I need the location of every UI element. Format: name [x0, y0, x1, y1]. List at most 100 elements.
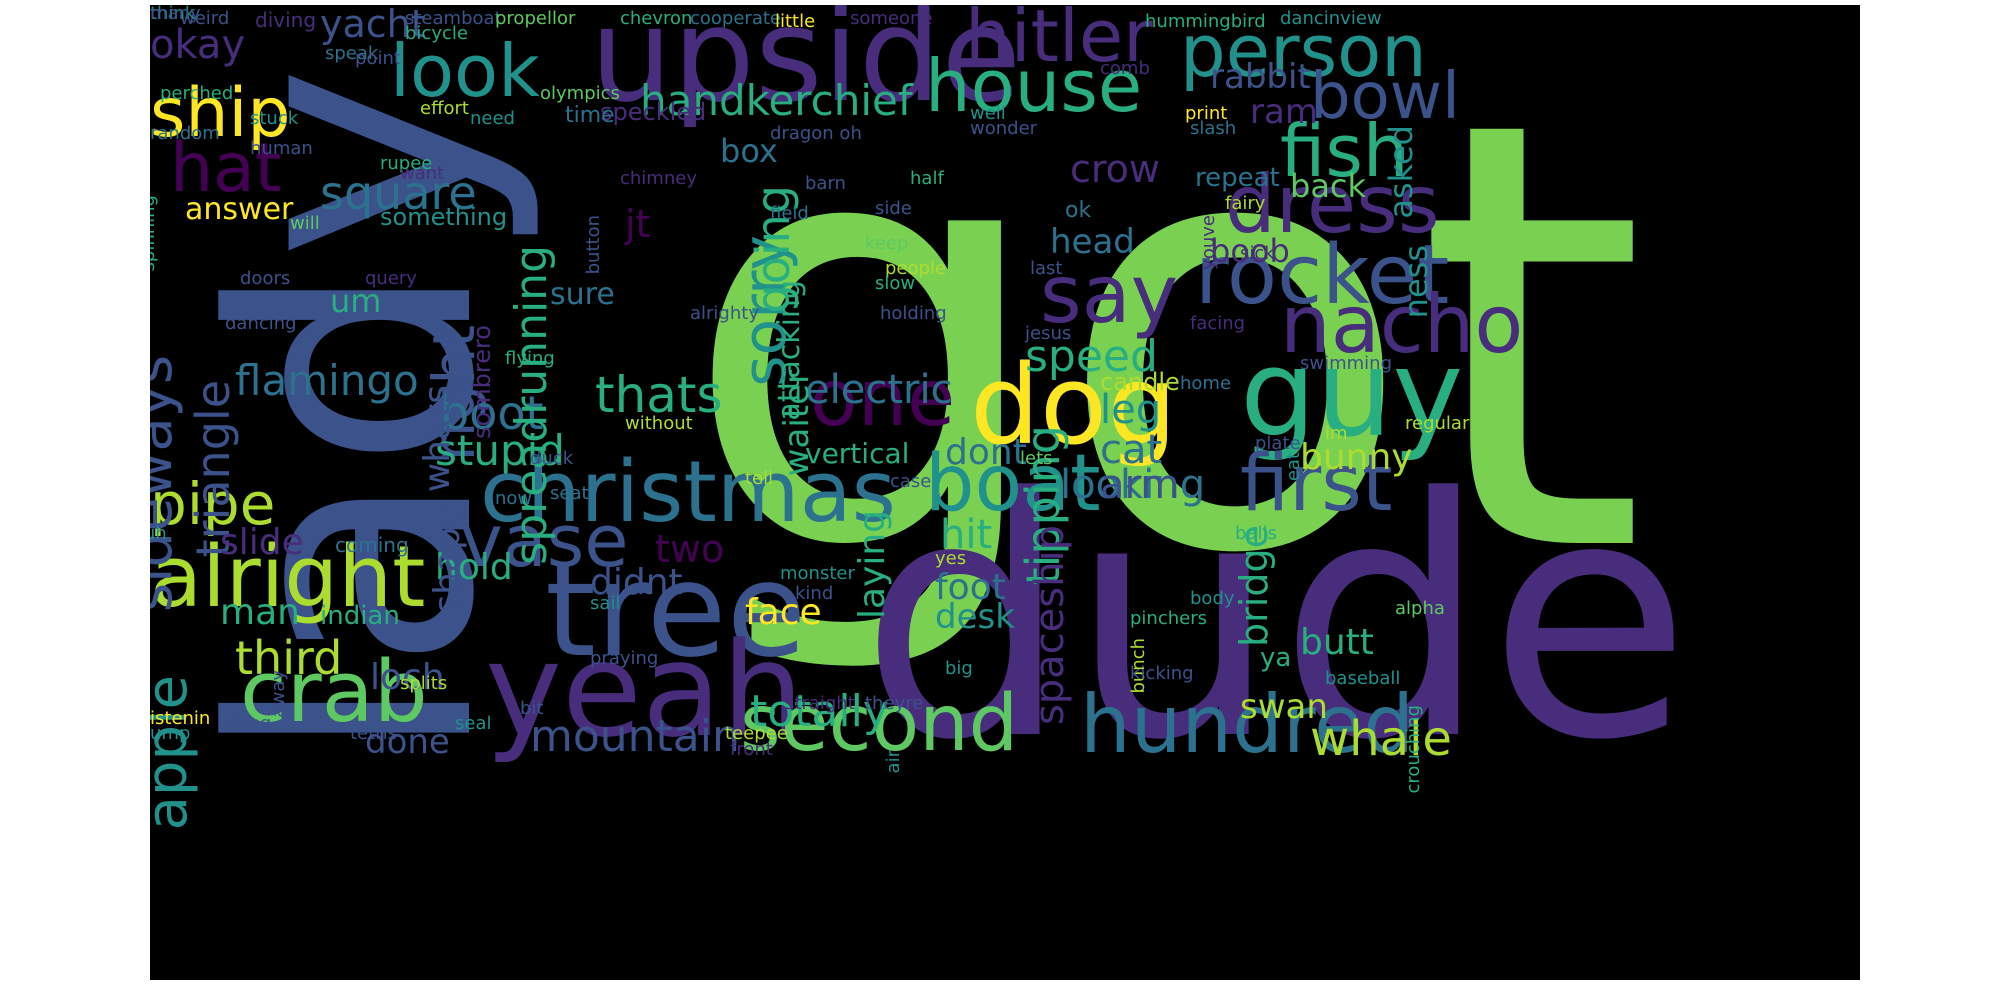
cloud-word-ness: ness — [1397, 245, 1435, 319]
cloud-word-jump: jump — [150, 723, 191, 744]
cloud-word-face: face — [745, 592, 822, 633]
cloud-word-one: one — [810, 354, 956, 444]
word-cloud: got dude lady upside tree yeah christmas alrigh… — [150, 5, 1860, 980]
cloud-word-listenin: listenin — [150, 708, 211, 729]
cloud-word-praying: praying — [590, 648, 659, 669]
cloud-word-speak: speak — [325, 43, 379, 64]
cloud-word-alright: alright — [150, 528, 426, 627]
cloud-word-baseball: baseball — [1325, 668, 1401, 689]
cloud-word-front: front — [730, 739, 773, 760]
cloud-word-time: time — [565, 103, 615, 128]
cloud-word-vase: vase — [460, 499, 629, 583]
cloud-word-yacht: yacht — [320, 5, 426, 46]
cloud-word-vertical: vertical — [805, 437, 910, 470]
cloud-word-theyre: theyre — [865, 693, 924, 714]
cloud-word-bunny: bunny — [1300, 437, 1413, 478]
cloud-word-fish: fish — [1280, 109, 1409, 193]
cloud-word-two: two — [655, 527, 725, 571]
cloud-word-seat: seat — [550, 483, 589, 504]
cloud-word-speed: speed — [1025, 331, 1158, 382]
cloud-word-boat: boat — [925, 439, 1101, 529]
cloud-word-hold: hold — [435, 547, 513, 588]
cloud-word-doors: doors — [240, 268, 291, 289]
cloud-word-plate: plate — [1255, 433, 1301, 454]
cloud-word-foot: foot — [935, 567, 1006, 608]
cloud-word-coming: coming — [335, 533, 409, 557]
cloud-word-loch: loch — [370, 657, 445, 698]
cloud-word-people: people — [885, 258, 947, 279]
cloud-word-house: house — [925, 44, 1143, 128]
cloud-word-stuck: stuck — [250, 108, 299, 129]
cloud-word-say: say — [1040, 248, 1179, 341]
cloud-word-person: person — [1180, 9, 1427, 93]
cloud-word-handkerchief: handkerchief — [640, 76, 913, 125]
cloud-word-chimney: chimney — [620, 168, 697, 189]
cloud-word-thats: thats — [595, 366, 723, 424]
cloud-word-swimming: swimming — [1300, 353, 1393, 374]
cloud-word-ram: ram — [1250, 92, 1318, 132]
cloud-word-think: think — [150, 5, 196, 24]
cloud-word-home: home — [1180, 373, 1232, 394]
cloud-word-crab: crab — [240, 643, 428, 742]
cloud-word-last: last — [1030, 258, 1063, 279]
cloud-word-whats: whats — [417, 385, 458, 493]
cloud-word-side: side — [875, 198, 912, 219]
cloud-word-electric: electric — [805, 367, 953, 413]
cloud-word-second: second — [740, 679, 1019, 769]
cloud-word-sideways: sideways — [150, 355, 185, 613]
cloud-word-nacho: nacho — [1280, 278, 1524, 371]
cloud-word-mountain: mountain — [530, 711, 740, 762]
cloud-word-barn: barn — [805, 173, 846, 194]
cloud-word-bruh: bruh — [150, 523, 167, 544]
cloud-word-point: point — [355, 48, 401, 69]
cloud-word-look: look — [390, 29, 540, 113]
cloud-word-attacking: attacking — [772, 280, 807, 421]
cloud-word-flamingo: flamingo — [235, 356, 419, 405]
cloud-word-bowl: bowl — [1310, 60, 1460, 134]
cloud-word-dancing: dancing — [225, 313, 297, 334]
cloud-word-sure: sure — [550, 277, 615, 312]
cloud-word-jesus: jesus — [1025, 323, 1072, 344]
cloud-word-pipe: pipe — [150, 470, 276, 538]
cloud-word-boob: boob — [1210, 232, 1290, 270]
cloud-word-kicking: kicking — [1130, 663, 1194, 684]
cloud-word-fairy: fairy — [1225, 193, 1266, 214]
cloud-word-crouching: crouching — [1403, 705, 1424, 794]
cloud-word-away: away — [268, 670, 289, 718]
cloud-word-cat: cat — [1100, 427, 1163, 473]
cloud-word-square: square — [320, 166, 477, 220]
cloud-word-answer: answer — [185, 192, 294, 227]
cloud-word-many: many — [150, 5, 201, 24]
cloud-word-print: print — [1185, 103, 1228, 124]
cloud-word-body: body — [1190, 588, 1235, 609]
cloud-word-dont: dont — [945, 432, 1027, 473]
cloud-word-dragon-oh: dragon oh — [770, 123, 862, 144]
cloud-word-upside: upside — [590, 5, 1022, 131]
cloud-word-first: first — [1240, 439, 1393, 529]
cloud-word-okay: okay — [150, 22, 246, 68]
cloud-word-boot: boot — [440, 386, 544, 440]
cloud-word-ya: ya — [1260, 643, 1292, 673]
cloud-word-box: box — [720, 132, 778, 170]
cloud-word-regular: regular — [1405, 413, 1470, 434]
cloud-word-ok: ok — [1065, 198, 1092, 223]
cloud-word-swan: swan — [1240, 687, 1328, 727]
cloud-word-didnt: didnt — [590, 562, 683, 603]
cloud-word-query: query — [365, 268, 417, 289]
cloud-word-big: big — [945, 658, 973, 679]
cloud-word-head: head — [1050, 222, 1135, 262]
cloud-word-whale: whale — [1310, 711, 1452, 767]
cloud-word-lets: lets — [1020, 448, 1053, 469]
cloud-word-pinchers: pinchers — [1130, 608, 1207, 629]
cloud-word-got: got — [680, 5, 1647, 683]
cloud-word-monster: monster — [780, 563, 855, 584]
cloud-word-done: done — [365, 722, 450, 762]
cloud-word-spreadrunning: spreadrunning — [506, 245, 557, 565]
cloud-word-wonder: wonder — [970, 118, 1038, 139]
cloud-word-propellor: propellor — [495, 8, 576, 29]
cloud-word-want: want — [400, 163, 445, 184]
cloud-word-well: well — [970, 103, 1006, 124]
cloud-word-comb: comb — [1100, 58, 1150, 79]
cloud-word-perched: perched — [160, 83, 234, 104]
cloud-word-bicycle: bicycle — [405, 23, 468, 44]
